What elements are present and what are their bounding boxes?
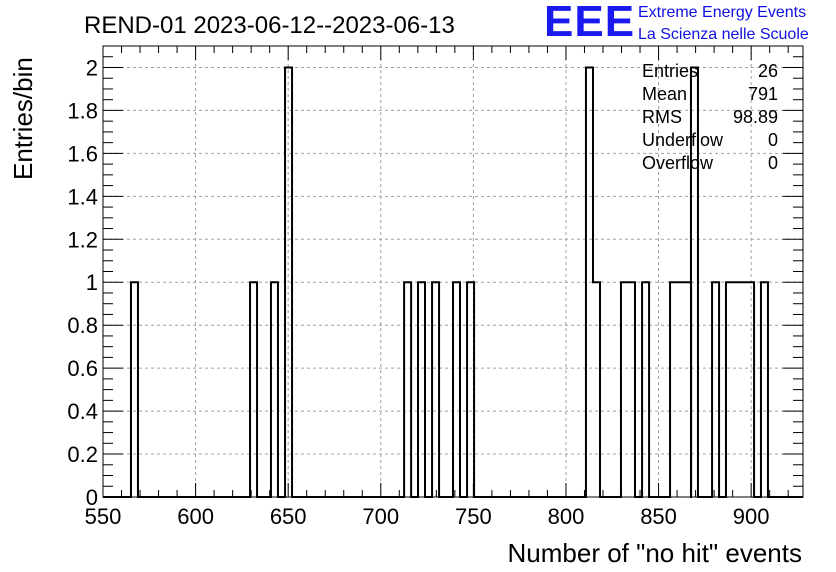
x-tick-label: 600 xyxy=(177,504,214,529)
stats-label: Underflow xyxy=(642,130,724,150)
x-tick-label: 850 xyxy=(640,504,677,529)
histogram-bin xyxy=(740,282,747,497)
y-tick-label: 1.8 xyxy=(67,98,98,123)
histogram-bin xyxy=(670,282,677,497)
y-tick-label: 0.6 xyxy=(67,356,98,381)
logo-line-2: La Scienza nelle Scuole xyxy=(638,26,809,43)
y-tick-label: 1.4 xyxy=(67,184,98,209)
histogram-bin xyxy=(677,282,684,497)
eee-logo-mark: EEE xyxy=(544,0,636,46)
histogram-bin xyxy=(747,282,754,497)
histogram-bin xyxy=(453,282,460,497)
histogram-bin xyxy=(432,282,439,497)
stats-box: Entries 26 Mean 791 RMS 98.89 Underflow 0 Overfl… xyxy=(642,61,778,173)
axis-ticks xyxy=(102,45,803,498)
stats-value: 791 xyxy=(748,84,778,104)
x-tick-label: 750 xyxy=(455,504,492,529)
x-axis-label: Number of "no hit" events xyxy=(508,538,803,568)
histogram-bin xyxy=(285,67,292,497)
histogram-bin xyxy=(733,282,740,497)
y-tick-label: 0.4 xyxy=(67,399,98,424)
stats-value: 0 xyxy=(768,153,778,173)
y-tick-label: 1.6 xyxy=(67,141,98,166)
stats-value: 26 xyxy=(758,61,778,81)
x-tick-label: 900 xyxy=(733,504,770,529)
histogram-bin xyxy=(712,282,719,497)
histogram-bin xyxy=(593,282,600,497)
stats-label: Entries xyxy=(642,61,698,81)
y-tick-label: 0 xyxy=(86,485,98,510)
x-tick-label: 550 xyxy=(85,504,122,529)
histogram-bin xyxy=(628,282,635,497)
histogram-bin xyxy=(467,282,474,497)
y-tick-label: 2 xyxy=(86,55,98,80)
chart-title: REND-01 2023-06-12--2023-06-13 xyxy=(84,12,455,39)
x-tick-label: 650 xyxy=(270,504,307,529)
histogram-bin xyxy=(726,282,733,497)
y-tick-label: 0.8 xyxy=(67,313,98,338)
histogram-bin xyxy=(418,282,425,497)
histogram-bin xyxy=(131,282,138,497)
stats-label: Overflow xyxy=(642,153,714,173)
stats-label: RMS xyxy=(642,107,682,127)
x-tick-labels: 550 600 650 700 750 800 850 900 xyxy=(85,504,770,529)
histogram-bin xyxy=(642,282,649,497)
y-tick-label: 1 xyxy=(86,270,98,295)
y-tick-label: 1.2 xyxy=(67,227,98,252)
y-tick-labels: 0 0.2 0.4 0.6 0.8 1 1.2 1.4 1.6 1.8 2 xyxy=(67,55,98,510)
x-tick-label: 800 xyxy=(548,504,585,529)
histogram-bin xyxy=(404,282,411,497)
x-tick-label: 700 xyxy=(362,504,399,529)
histogram-bin xyxy=(271,282,278,497)
histogram-bin xyxy=(684,282,691,497)
logo-line-1: Extreme Energy Events xyxy=(638,4,807,21)
stats-value: 98.89 xyxy=(733,107,778,127)
histogram-bin xyxy=(761,282,768,497)
histogram-bin xyxy=(621,282,628,497)
stats-label: Mean xyxy=(642,84,687,104)
stats-value: 0 xyxy=(768,130,778,150)
y-axis-label: Entries/bin xyxy=(8,57,38,180)
y-tick-label: 0.2 xyxy=(67,442,98,467)
histogram-bin xyxy=(250,282,257,497)
histogram-bin xyxy=(586,67,593,497)
